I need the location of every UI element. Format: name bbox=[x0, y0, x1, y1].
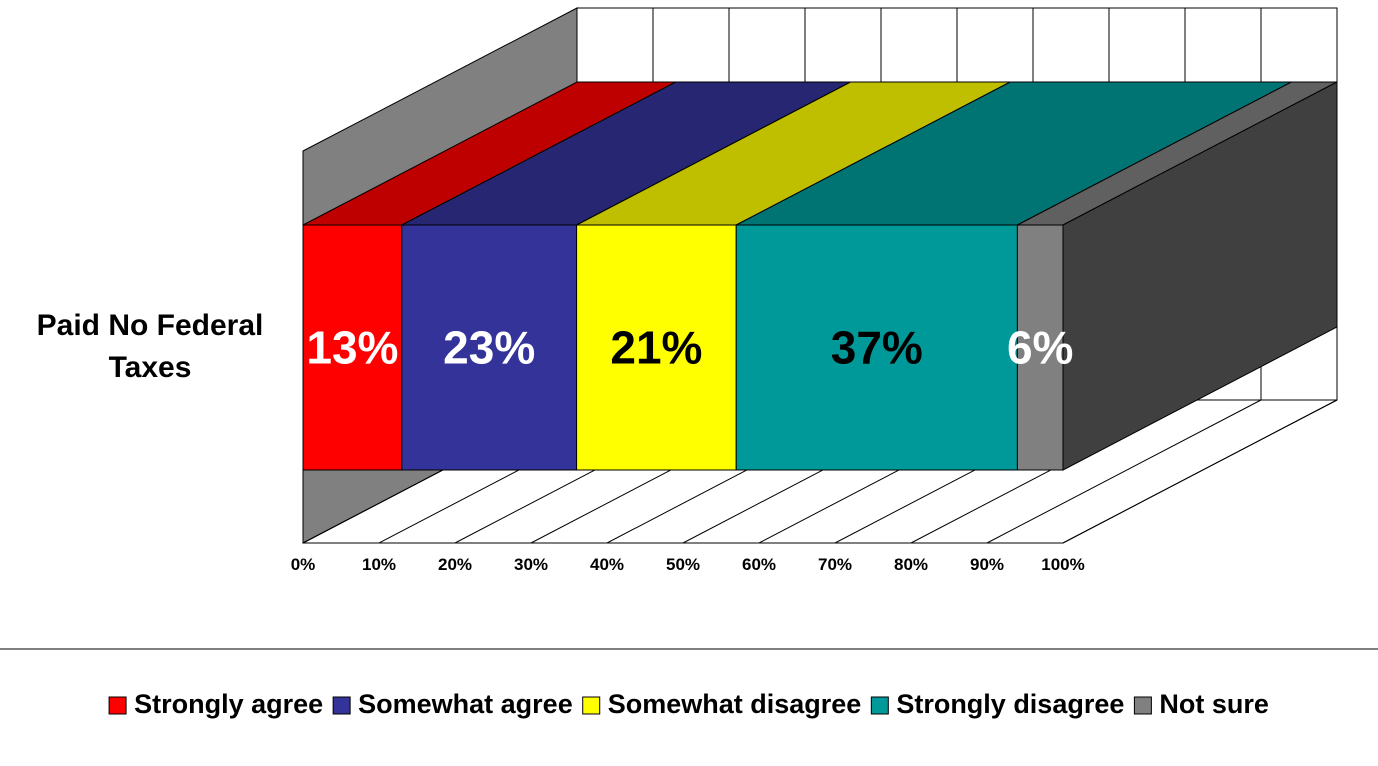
x-tick-label: 90% bbox=[970, 555, 1004, 574]
legend-swatch bbox=[870, 696, 889, 715]
y-axis-categories: Paid No Federal Taxes bbox=[37, 309, 264, 384]
bar-segment bbox=[1016, 224, 1064, 471]
gridline-floor bbox=[1062, 399, 1338, 544]
legend-label: Somewhat agree bbox=[358, 689, 573, 719]
legend-swatch bbox=[1133, 696, 1152, 715]
legend-label: Not sure bbox=[1159, 689, 1269, 719]
legend-swatch bbox=[332, 696, 351, 715]
data-labels: 13% 23% 21% 37% 6% bbox=[306, 322, 1073, 374]
category-label-line: Taxes bbox=[109, 351, 192, 384]
data-label: 6% bbox=[1007, 322, 1073, 374]
legend-label: Somewhat disagree bbox=[608, 689, 862, 719]
x-tick-label: 20% bbox=[438, 555, 472, 574]
bar-segment bbox=[576, 224, 737, 471]
x-tick-label: 30% bbox=[514, 555, 548, 574]
gridline-floor bbox=[986, 399, 1262, 544]
legend-item: Somewhat agree bbox=[332, 689, 573, 719]
x-tick-label: 0% bbox=[291, 555, 316, 574]
x-tick-label: 50% bbox=[666, 555, 700, 574]
category-label: Paid No Federal Taxes bbox=[37, 309, 264, 384]
legend-item: Strongly disagree bbox=[870, 689, 1124, 719]
chart-bars bbox=[302, 81, 1338, 471]
legend-swatch bbox=[108, 696, 127, 715]
legend-item: Not sure bbox=[1133, 689, 1269, 719]
legend-label: Strongly agree bbox=[134, 689, 323, 719]
x-tick-label: 100% bbox=[1041, 555, 1084, 574]
data-label: 37% bbox=[831, 322, 923, 374]
x-tick-label: 60% bbox=[742, 555, 776, 574]
category-label-line: Paid No Federal bbox=[37, 309, 264, 342]
legend-item: Somewhat disagree bbox=[582, 689, 862, 719]
legend-swatch bbox=[582, 696, 601, 715]
x-axis-ticks: 0% 10% 20% 30% 40% 50% 60% 70% 80% 90% 100% bbox=[291, 555, 1085, 574]
x-tick-label: 80% bbox=[894, 555, 928, 574]
chart-legend: Strongly agree Somewhat agree Somewhat dis… bbox=[108, 689, 1269, 719]
legend-label: Strongly disagree bbox=[896, 689, 1124, 719]
x-tick-label: 10% bbox=[362, 555, 396, 574]
legend-item: Strongly agree bbox=[108, 689, 323, 719]
data-label: 23% bbox=[443, 322, 535, 374]
data-label: 13% bbox=[306, 322, 398, 374]
bar-segment bbox=[401, 224, 578, 471]
x-tick-label: 70% bbox=[818, 555, 852, 574]
data-label: 21% bbox=[610, 322, 702, 374]
x-tick-label: 40% bbox=[590, 555, 624, 574]
bar-segment bbox=[302, 224, 403, 471]
